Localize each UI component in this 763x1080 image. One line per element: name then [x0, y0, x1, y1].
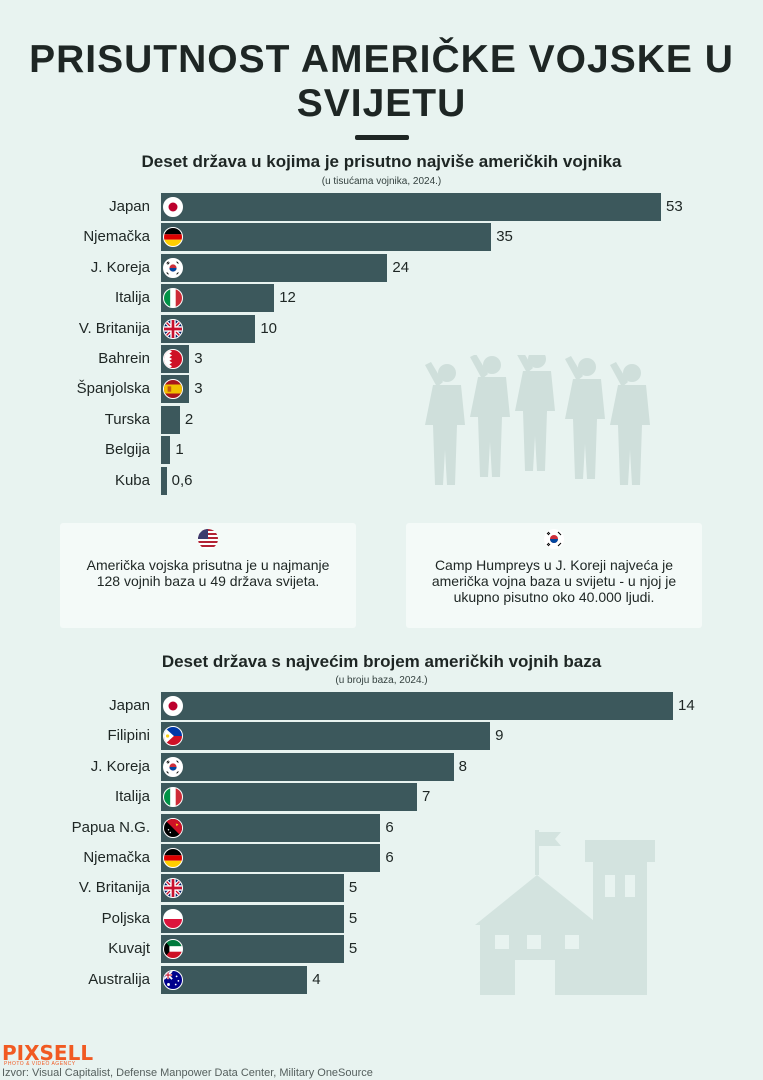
chart2-bar: [161, 813, 381, 842]
info-card-humphreys: Camp Humpreys u J. Koreji najveća je ame…: [406, 523, 702, 628]
chart2-bar: [161, 844, 381, 872]
italy-flag-icon: [163, 787, 183, 808]
chart2-category-label: Kuvajt: [108, 940, 150, 958]
chart1-value-label: 2: [184, 410, 194, 428]
chart1-value-label: 35: [496, 228, 513, 246]
papua-new-guinea-flag-icon: [163, 817, 183, 838]
chart1-bar: [161, 436, 171, 465]
chart2-bar: [161, 752, 454, 781]
chart1-category-label: Bahrein: [98, 350, 150, 367]
chart2-category-label: Filipini: [107, 727, 150, 745]
germany-flag-icon: [163, 848, 183, 868]
info-card-humphreys-text: Camp Humpreys u J. Koreji najveća je ame…: [431, 557, 677, 605]
pixsell-logo: PIXSELL: [2, 1041, 94, 1065]
chart1-category-label: Italija: [114, 289, 150, 307]
chart1-subtitle: (u tisućama vojnika, 2024.): [321, 176, 442, 187]
chart2-value-label: 7: [422, 788, 431, 806]
soldiers-silhouette-icon: [425, 355, 650, 485]
kuwait-flag-icon: [163, 939, 183, 960]
military-base-icon: [475, 830, 655, 995]
philippines-flag-icon: [163, 726, 183, 747]
title-divider: [355, 135, 409, 140]
chart1-bar: [161, 405, 180, 434]
chart1-title: Deset država u kojima je prisutno najviš…: [141, 152, 622, 171]
chart2-category-label: Papua N.G.: [71, 818, 150, 836]
chart2-value-label: 8: [458, 757, 467, 775]
chart1-bar: [161, 193, 661, 221]
chart1-category-label: Kuba: [114, 471, 150, 489]
chart2-category-label: Njemačka: [83, 849, 150, 866]
chart1-category-label: J. Koreja: [90, 258, 150, 276]
chart2-value-label: 9: [495, 727, 504, 745]
chart1-category-label: Španjolska: [76, 380, 150, 398]
japan-flag-icon: [163, 197, 183, 217]
chart2-bar: [161, 965, 308, 994]
chart2-bar: [161, 874, 344, 903]
south-korea-flag-icon: [544, 529, 564, 549]
chart2-category-label: Japan: [109, 697, 150, 714]
italy-flag-icon: [163, 288, 183, 309]
uk-flag-icon: [163, 318, 183, 339]
chart2-title: Deset država s najvećim brojem američkih…: [161, 652, 602, 671]
chart2-value-label: 14: [678, 697, 695, 714]
chart1-bar: [161, 466, 167, 495]
chart1-value-label: 24: [392, 258, 410, 276]
chart2-value-label: 6: [385, 849, 394, 866]
chart1-category-label: Japan: [109, 198, 150, 215]
chart2-category-label: Australija: [88, 970, 150, 988]
germany-flag-icon: [163, 227, 183, 248]
chart2-bar: [161, 722, 491, 751]
chart2-category-label: V. Britanija: [78, 879, 150, 897]
chart1-category-label: Belgija: [104, 441, 150, 459]
chart2-bar: [161, 935, 344, 964]
chart2-value-label: 6: [385, 818, 394, 836]
chart1-category-label: Njemačka: [83, 228, 150, 246]
chart2-value-label: 5: [348, 909, 358, 927]
chart2-value-label: 5: [348, 940, 358, 958]
chart1-category-label: V. Britanija: [78, 319, 150, 337]
chart2-bar: [161, 783, 417, 812]
source-note: Izvor: Visual Capitalist, Defense Manpow…: [2, 1067, 373, 1079]
bahrain-flag-icon: [163, 349, 183, 369]
chart1-value-label: 3: [194, 380, 203, 398]
chart2-value-label: 5: [348, 879, 358, 897]
chart1-value-label: 1: [175, 441, 184, 459]
chart2-bar: [161, 692, 673, 720]
chart1-bar: [161, 253, 388, 282]
chart2-category-label: J. Koreja: [90, 757, 150, 775]
info-card-bases: Američka vojska prisutna je u najmanje 1…: [60, 523, 356, 628]
australia-flag-icon: [163, 969, 183, 990]
chart1-bar: [161, 223, 492, 252]
uk-flag-icon: [163, 878, 183, 899]
south-korea-flag-icon: [163, 257, 183, 278]
chart1-value-label: 53: [666, 198, 683, 215]
page-title: PRISUTNOST AMERIČKE VOJSKE U SVIJETU: [29, 38, 734, 125]
chart1-value-label: 3: [194, 350, 203, 367]
japan-flag-icon: [163, 696, 183, 716]
us-flag-icon: [198, 529, 218, 549]
info-card-bases-text: Američka vojska prisutna je u najmanje 1…: [86, 557, 330, 589]
spain-flag-icon: [163, 379, 183, 400]
chart2-category-label: Italija: [114, 788, 150, 806]
chart1-value-label: 12: [279, 289, 296, 307]
chart1-category-label: Turska: [104, 410, 150, 428]
chart1-value-label: 0,6: [171, 471, 193, 489]
chart2-value-label: 4: [312, 970, 321, 988]
chart2-subtitle: (u broju baza, 2024.): [335, 675, 428, 686]
pixsell-tagline: PHOTO & VIDEO AGENCY: [4, 1061, 76, 1067]
poland-flag-icon: [163, 908, 183, 929]
south-korea-flag-icon: [163, 756, 183, 777]
chart1-value-label: 10: [260, 319, 278, 337]
chart2-bar: [161, 904, 344, 933]
chart2-category-label: Poljska: [101, 909, 150, 927]
